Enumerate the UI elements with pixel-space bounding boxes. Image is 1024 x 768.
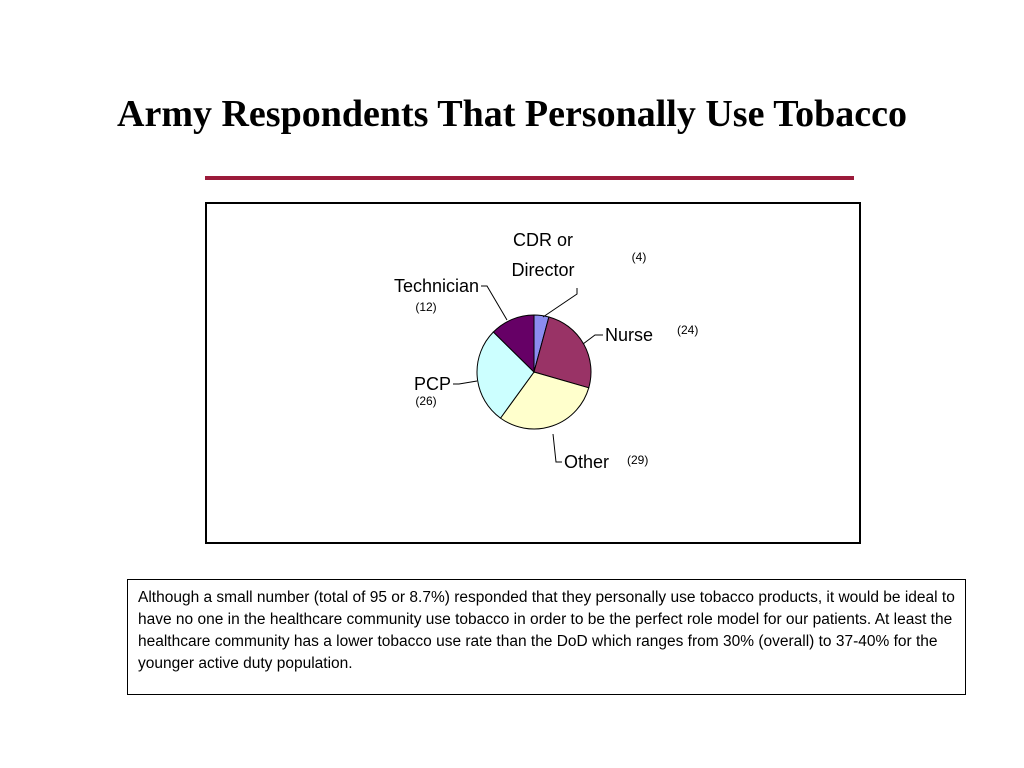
slice-count-nurse: (24) bbox=[677, 323, 698, 337]
leader-line-pcp bbox=[453, 380, 478, 385]
slice-label-pcp: PCP bbox=[414, 374, 451, 394]
slice-count-cdr-or-director: (4) bbox=[632, 250, 647, 264]
slice-count-pcp: (26) bbox=[415, 394, 436, 408]
slice-count-technician: (12) bbox=[415, 300, 436, 314]
chart-frame: CDR or Director (4) Nurse (24) Other (29) PCP (2… bbox=[205, 202, 861, 544]
pie-chart: CDR or Director (4) Nurse (24) Other (29) PCP(2… bbox=[394, 230, 698, 472]
pie-slice-pcp bbox=[476, 331, 535, 419]
slice-label-cdr-or-director: CDR or bbox=[513, 230, 573, 250]
slide-title: Army Respondents That Personally Use Tob… bbox=[117, 93, 907, 135]
leader-line-nurse bbox=[582, 334, 603, 345]
note-text-box: Although a small number (total of 95 or … bbox=[127, 579, 966, 695]
slice-label-other: Other bbox=[564, 452, 609, 472]
leader-line-cdr-or-director bbox=[542, 288, 578, 318]
slice-label-technician: Technician bbox=[394, 276, 479, 296]
slice-label-cdr-or-director: Director bbox=[511, 260, 574, 280]
leader-line-technician bbox=[481, 285, 508, 321]
slice-count-other: (29) bbox=[627, 453, 648, 467]
pie-slice-other bbox=[499, 371, 590, 430]
pie-slice-technician bbox=[492, 314, 535, 374]
title-divider bbox=[205, 176, 854, 180]
slice-label-nurse: Nurse bbox=[605, 325, 653, 345]
leader-line-other bbox=[552, 433, 562, 463]
